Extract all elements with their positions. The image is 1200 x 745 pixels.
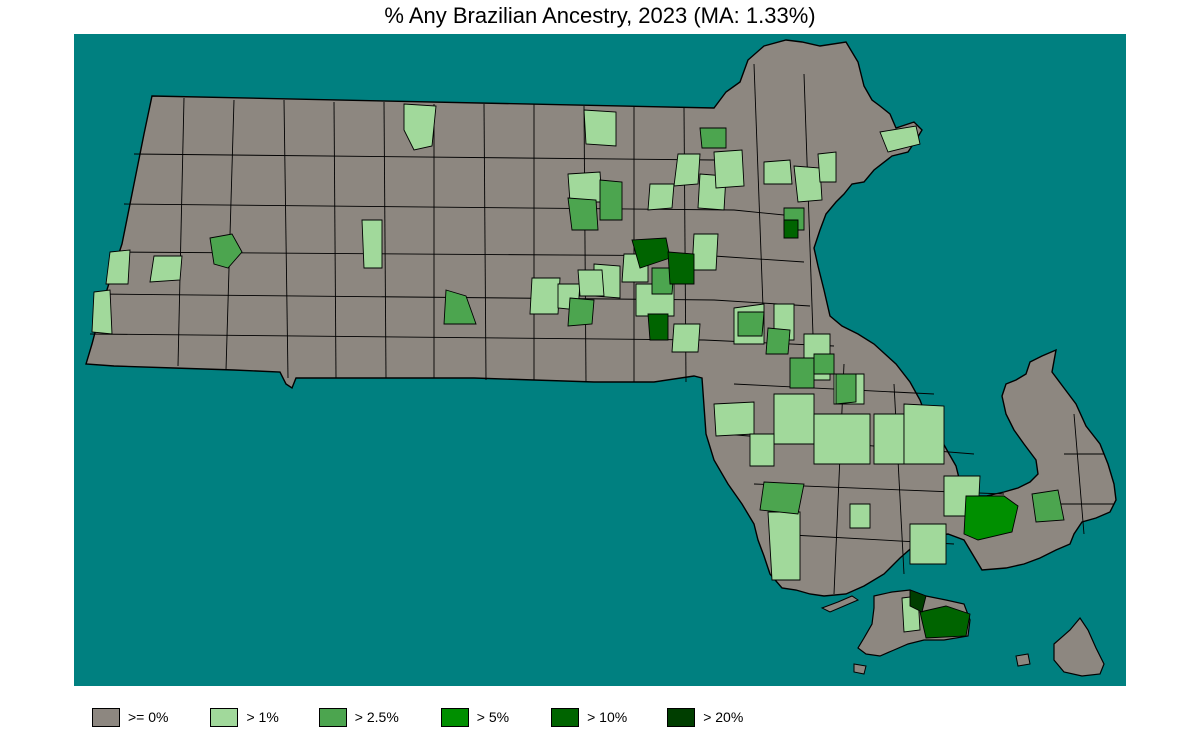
elizabeth-islands: [820, 595, 860, 613]
legend: >= 0% > 1% > 2.5% > 5% > 10% > 20%: [92, 706, 743, 728]
legend-item: > 5%: [440, 706, 510, 728]
islet: [853, 663, 867, 675]
legend-item: > 10%: [551, 706, 627, 728]
towns-above-5pct: [963, 495, 1019, 541]
legend-label: > 20%: [703, 709, 744, 725]
towns-above-20pct: [909, 589, 927, 613]
legend-swatch: [92, 707, 120, 727]
legend-item: > 1%: [210, 706, 279, 728]
map-title: % Any Brazilian Ancestry, 2023 (MA: 1.33…: [384, 3, 816, 28]
legend-label: >= 0%: [128, 709, 169, 725]
islet: [1015, 653, 1031, 667]
towns-above-10pct: [631, 219, 971, 639]
legend-item: > 2.5%: [318, 706, 399, 728]
legend-item: > 20%: [667, 706, 743, 728]
map-panel: [74, 34, 1126, 686]
legend-label: > 5%: [476, 709, 510, 725]
legend-swatch: [318, 707, 347, 727]
massachusetts-map: [85, 39, 1117, 677]
legend-label: > 1%: [246, 709, 279, 725]
legend-swatch: [551, 707, 580, 727]
legend-label: > 2.5%: [354, 709, 399, 725]
legend-swatch: [210, 707, 239, 727]
nantucket: [1053, 616, 1105, 677]
legend-item: >= 0%: [92, 706, 168, 728]
legend-label: > 10%: [587, 709, 628, 725]
legend-swatch: [440, 707, 469, 727]
towns-above-2-5pct: [209, 127, 1065, 523]
legend-swatch: [667, 707, 696, 727]
